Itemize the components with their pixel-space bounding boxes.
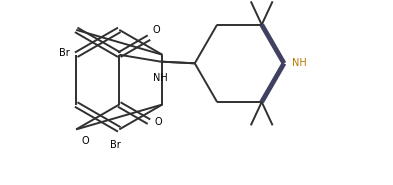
Text: Br: Br bbox=[110, 140, 120, 150]
Text: O: O bbox=[152, 25, 160, 35]
Text: NH: NH bbox=[153, 73, 168, 83]
Text: O: O bbox=[81, 136, 89, 146]
Text: NH: NH bbox=[292, 58, 307, 68]
Text: Br: Br bbox=[59, 48, 69, 58]
Text: O: O bbox=[154, 117, 162, 127]
